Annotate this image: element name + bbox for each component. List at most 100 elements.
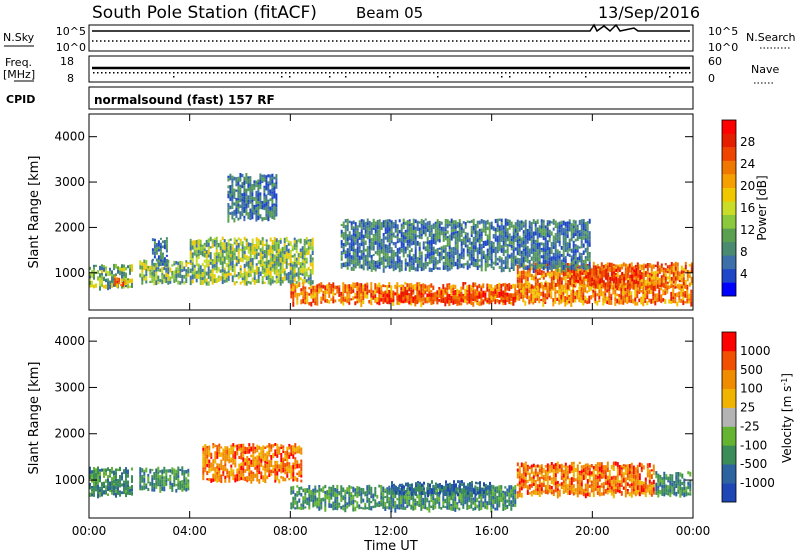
heat-cell — [101, 283, 103, 287]
heat-cell — [311, 250, 314, 255]
heat-cell — [207, 259, 210, 264]
heat-cell — [480, 266, 483, 272]
heat-cell — [210, 452, 213, 457]
heat-cell — [398, 229, 401, 234]
heat-cell — [546, 227, 549, 231]
heat-cell — [569, 277, 572, 281]
heat-cell — [514, 255, 517, 259]
heat-cell — [440, 226, 443, 231]
heat-cell — [376, 245, 379, 251]
heat-cell — [221, 236, 224, 241]
heat-cell — [572, 293, 575, 298]
heat-cell — [478, 231, 481, 234]
heat-cell — [536, 286, 539, 291]
heat-cell — [418, 294, 421, 297]
heat-cell — [181, 472, 184, 476]
heat-cell — [283, 271, 286, 276]
heat-cell — [225, 242, 228, 248]
heat-cell — [392, 299, 395, 302]
heat-cell — [233, 211, 236, 216]
heat-cell — [217, 258, 220, 263]
heat-cell — [640, 274, 643, 279]
heat-cell — [560, 272, 563, 275]
heat-cell — [414, 226, 417, 230]
heat-cell — [472, 236, 475, 242]
heat-cell — [304, 286, 307, 289]
heat-cell — [424, 246, 427, 252]
heat-cell — [364, 254, 367, 259]
heat-cell — [307, 249, 310, 255]
heat-cell — [109, 469, 111, 473]
heat-cell — [556, 265, 559, 268]
heat-cell — [619, 279, 622, 284]
heat-cell — [500, 222, 503, 225]
heat-cell — [342, 236, 345, 240]
heat-cell — [322, 293, 325, 297]
heat-cell — [558, 293, 561, 297]
colorbar-tick-label: 16 — [740, 201, 755, 215]
heat-cell — [131, 488, 133, 492]
heat-cell — [406, 292, 409, 296]
heat-cell — [480, 256, 483, 261]
heat-cell — [163, 479, 166, 483]
heat-cell — [534, 245, 537, 250]
heat-cell — [446, 223, 449, 229]
heat-cell — [350, 262, 353, 265]
heat-cell — [145, 485, 148, 489]
heat-cell — [121, 264, 123, 268]
heat-cell — [388, 224, 391, 228]
heat-cell — [430, 236, 433, 240]
heat-cell — [418, 260, 421, 265]
colorbar-swatch — [722, 201, 736, 215]
heat-cell — [488, 249, 491, 253]
heat-cell — [636, 301, 639, 306]
heat-cell — [386, 221, 389, 225]
heat-cell — [370, 237, 373, 242]
heat-cell — [227, 275, 230, 279]
heat-cell — [416, 299, 419, 305]
heat-cell — [589, 271, 592, 276]
heat-cell — [430, 255, 433, 260]
heat-cell — [125, 272, 127, 275]
heat-cell — [97, 276, 99, 281]
heat-cell — [512, 224, 515, 229]
heat-cell — [514, 298, 517, 303]
heat-cell — [358, 291, 361, 295]
heat-cell — [197, 275, 200, 279]
heat-cell — [488, 297, 491, 301]
heat-cell — [386, 293, 389, 298]
heat-cell — [228, 458, 231, 464]
heat-cell — [219, 252, 222, 257]
heat-cell — [338, 287, 341, 292]
heat-cell — [249, 273, 252, 277]
heat-cell — [398, 264, 401, 268]
heat-cell — [197, 253, 200, 257]
heat-cell — [574, 238, 577, 242]
heat-cell — [390, 263, 393, 269]
heat-cell — [420, 223, 423, 226]
heat-cell — [637, 266, 640, 271]
heat-cell — [448, 254, 451, 260]
heat-cell — [300, 299, 303, 305]
heat-cell — [528, 299, 531, 305]
heat-cell — [508, 223, 511, 226]
heat-cell — [246, 458, 249, 463]
heat-cell — [599, 273, 602, 279]
heat-cell — [452, 293, 455, 296]
heat-cell — [532, 299, 535, 303]
heat-cell — [227, 278, 230, 281]
heat-cell — [273, 269, 276, 275]
heat-cell — [610, 293, 613, 297]
heat-cell — [159, 486, 162, 490]
heat-cell — [251, 238, 254, 244]
heat-cell — [235, 256, 238, 260]
heat-cell — [165, 248, 168, 251]
heat-cell — [482, 255, 485, 260]
heat-cell — [572, 223, 575, 226]
heat-cell — [370, 301, 373, 306]
nave-point — [581, 72, 583, 74]
heat-cell — [149, 280, 152, 284]
heat-cell — [544, 255, 547, 260]
heat-cell — [129, 270, 131, 275]
heat-cell — [95, 472, 97, 478]
